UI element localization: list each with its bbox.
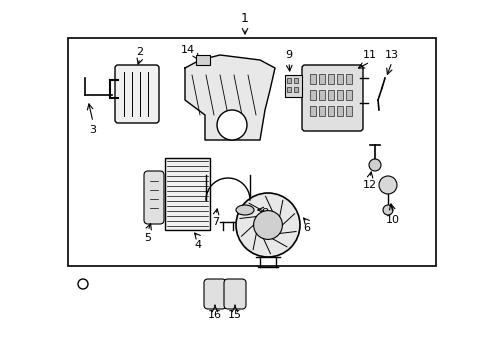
Bar bbox=[346, 74, 351, 84]
FancyBboxPatch shape bbox=[143, 171, 163, 224]
FancyBboxPatch shape bbox=[203, 279, 225, 309]
Bar bbox=[196, 55, 209, 65]
Text: 3: 3 bbox=[89, 125, 96, 135]
Bar bbox=[327, 106, 333, 116]
Bar bbox=[318, 74, 325, 84]
FancyBboxPatch shape bbox=[302, 65, 362, 131]
Bar bbox=[327, 90, 333, 100]
Text: 13: 13 bbox=[384, 50, 398, 60]
Bar bbox=[293, 78, 297, 83]
Bar bbox=[346, 106, 351, 116]
Bar bbox=[309, 74, 315, 84]
Bar bbox=[285, 75, 302, 97]
Text: 6: 6 bbox=[303, 223, 310, 233]
Bar bbox=[293, 87, 297, 92]
Text: 5: 5 bbox=[144, 233, 151, 243]
Bar bbox=[309, 90, 315, 100]
Bar bbox=[327, 74, 333, 84]
Circle shape bbox=[253, 211, 282, 239]
Text: 9: 9 bbox=[285, 50, 292, 60]
Bar bbox=[336, 90, 342, 100]
Text: 4: 4 bbox=[194, 240, 201, 250]
Circle shape bbox=[382, 205, 392, 215]
Text: 2: 2 bbox=[136, 47, 143, 57]
Text: 14: 14 bbox=[181, 45, 195, 55]
Circle shape bbox=[378, 176, 396, 194]
Text: 10: 10 bbox=[385, 215, 399, 225]
Bar bbox=[309, 106, 315, 116]
Bar bbox=[336, 74, 342, 84]
Text: 7: 7 bbox=[212, 217, 219, 227]
Bar bbox=[318, 90, 325, 100]
Text: 8: 8 bbox=[261, 208, 268, 218]
Bar bbox=[318, 106, 325, 116]
Bar bbox=[346, 90, 351, 100]
Circle shape bbox=[368, 159, 380, 171]
Text: 16: 16 bbox=[207, 310, 222, 320]
Text: 1: 1 bbox=[241, 12, 248, 24]
Circle shape bbox=[217, 110, 246, 140]
Bar bbox=[286, 87, 290, 92]
Polygon shape bbox=[184, 55, 274, 140]
FancyBboxPatch shape bbox=[224, 279, 245, 309]
Bar bbox=[336, 106, 342, 116]
Text: 12: 12 bbox=[362, 180, 376, 190]
Ellipse shape bbox=[236, 205, 253, 215]
Text: 11: 11 bbox=[362, 50, 376, 60]
Circle shape bbox=[236, 193, 299, 257]
Bar bbox=[68, 38, 435, 266]
Text: 15: 15 bbox=[227, 310, 242, 320]
FancyBboxPatch shape bbox=[115, 65, 159, 123]
Bar bbox=[164, 158, 209, 230]
Bar bbox=[286, 78, 290, 83]
